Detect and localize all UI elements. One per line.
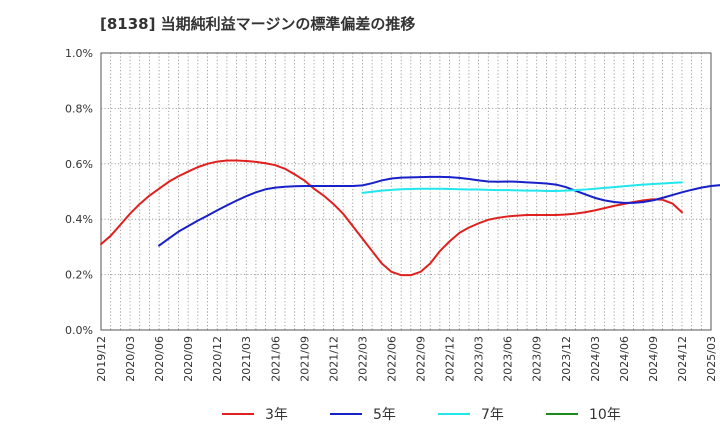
legend-label: 10年	[589, 407, 621, 423]
x-tick-label: 2019/12	[95, 336, 108, 382]
x-tick-label: 2023/12	[560, 336, 573, 382]
plot-frame	[100, 52, 712, 331]
legend: 3年 5年 7年 10年	[222, 407, 621, 423]
plot-area	[101, 53, 711, 330]
x-tick-label: 2022/06	[385, 336, 398, 382]
series-group	[100, 159, 720, 277]
y-axis: 0.0% 0.2% 0.4% 0.6% 0.8% 1.0%	[65, 47, 93, 337]
legend-label: 5年	[373, 407, 396, 423]
legend-label: 3年	[265, 407, 288, 423]
y-tick-label: 0.0%	[65, 324, 93, 337]
y-tick-label: 0.2%	[65, 269, 93, 282]
x-tick-label: 2022/03	[356, 336, 369, 382]
x-tick-label: 2021/09	[298, 336, 311, 382]
y-tick-label: 1.0%	[65, 47, 93, 60]
x-tick-label: 2022/12	[444, 336, 457, 382]
x-tick-label: 2022/09	[415, 336, 428, 382]
x-tick-label: 2021/12	[327, 336, 340, 382]
x-tick-label: 2020/03	[124, 336, 137, 382]
x-tick-label: 2024/12	[676, 336, 689, 382]
chart-title: [8138] 当期純利益マージンの標準偏差の推移	[100, 15, 416, 33]
x-tick-label: 2020/12	[211, 336, 224, 382]
x-tick-label: 2024/06	[618, 336, 631, 382]
x-tick-label: 2020/06	[153, 336, 166, 382]
x-tick-label: 2023/06	[502, 336, 515, 382]
y-tick-label: 0.6%	[65, 158, 93, 171]
x-tick-label: 2024/09	[647, 336, 660, 382]
y-tick-label: 0.4%	[65, 213, 93, 226]
legend-label: 7年	[481, 407, 504, 423]
x-tick-label: 2021/06	[269, 336, 282, 382]
y-tick-label: 0.8%	[65, 102, 93, 115]
x-axis: 2019/12 2020/03 2020/06 2020/09 2020/12 2021/…	[95, 336, 718, 382]
series-line-3	[361, 181, 683, 194]
series-line-2	[158, 175, 720, 247]
x-tick-label: 2024/03	[589, 336, 602, 382]
series-line-1	[100, 159, 683, 277]
x-tick-label: 2021/03	[240, 336, 253, 382]
x-tick-label: 2023/03	[473, 336, 486, 382]
x-tick-label: 2023/09	[531, 336, 544, 382]
x-tick-label: 2025/03	[705, 336, 718, 382]
x-tick-label: 2020/09	[182, 336, 195, 382]
